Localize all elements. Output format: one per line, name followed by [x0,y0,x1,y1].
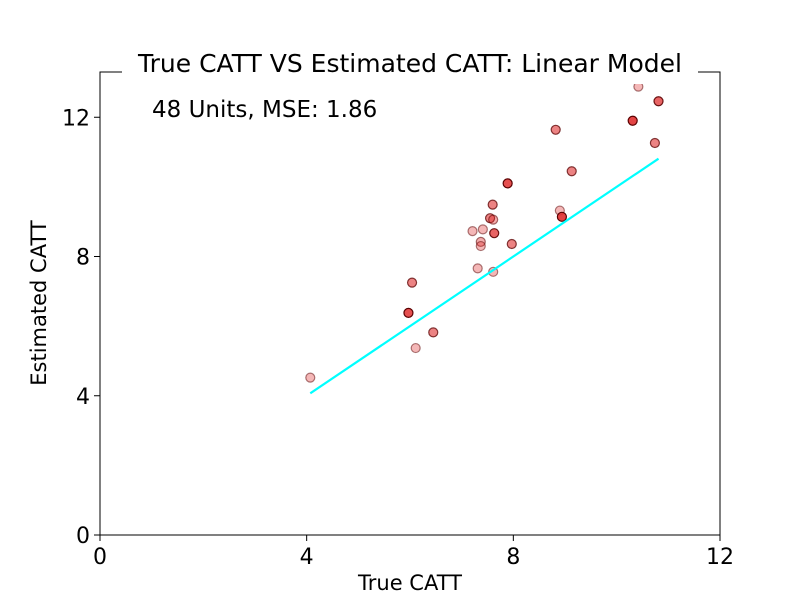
chart-annotation: 48 Units, MSE: 1.86 [152,97,377,123]
data-point [403,307,414,318]
x-tick-label: 12 [706,545,734,570]
x-axis-label: True CATT [357,571,462,595]
y-tick-label: 0 [76,524,90,549]
axis-ticks: 0 4 8 12 0 4 8 12 [62,106,734,570]
data-point [566,166,577,177]
data-point [487,199,498,210]
x-tick-label: 4 [300,545,314,570]
x-tick-label: 8 [506,545,520,570]
chart-marks [305,81,664,395]
data-point [305,372,316,383]
data-point [649,137,661,149]
data-point [550,124,561,135]
data-point [406,277,418,288]
data-point [556,211,568,222]
data-point [627,115,638,126]
data-point [506,238,517,250]
data-point [502,178,513,189]
data-point [488,214,499,225]
data-point [467,225,478,237]
reference-line [309,157,660,395]
data-point [428,327,439,338]
y-axis-label: Estimated CATT [27,220,51,386]
data-point [475,240,486,252]
data-point [410,342,421,354]
y-tick-label: 12 [62,106,90,131]
y-tick-label: 4 [76,385,90,410]
title-background [122,48,698,84]
x-tick-label: 0 [93,545,107,570]
data-point [477,224,488,235]
data-point [472,263,483,274]
data-point [489,228,500,239]
chart-title: True CATT VS Estimated CATT: Linear Mode… [137,49,682,78]
data-point [653,96,664,107]
y-tick-label: 8 [76,246,90,271]
axes-frame [99,71,721,536]
